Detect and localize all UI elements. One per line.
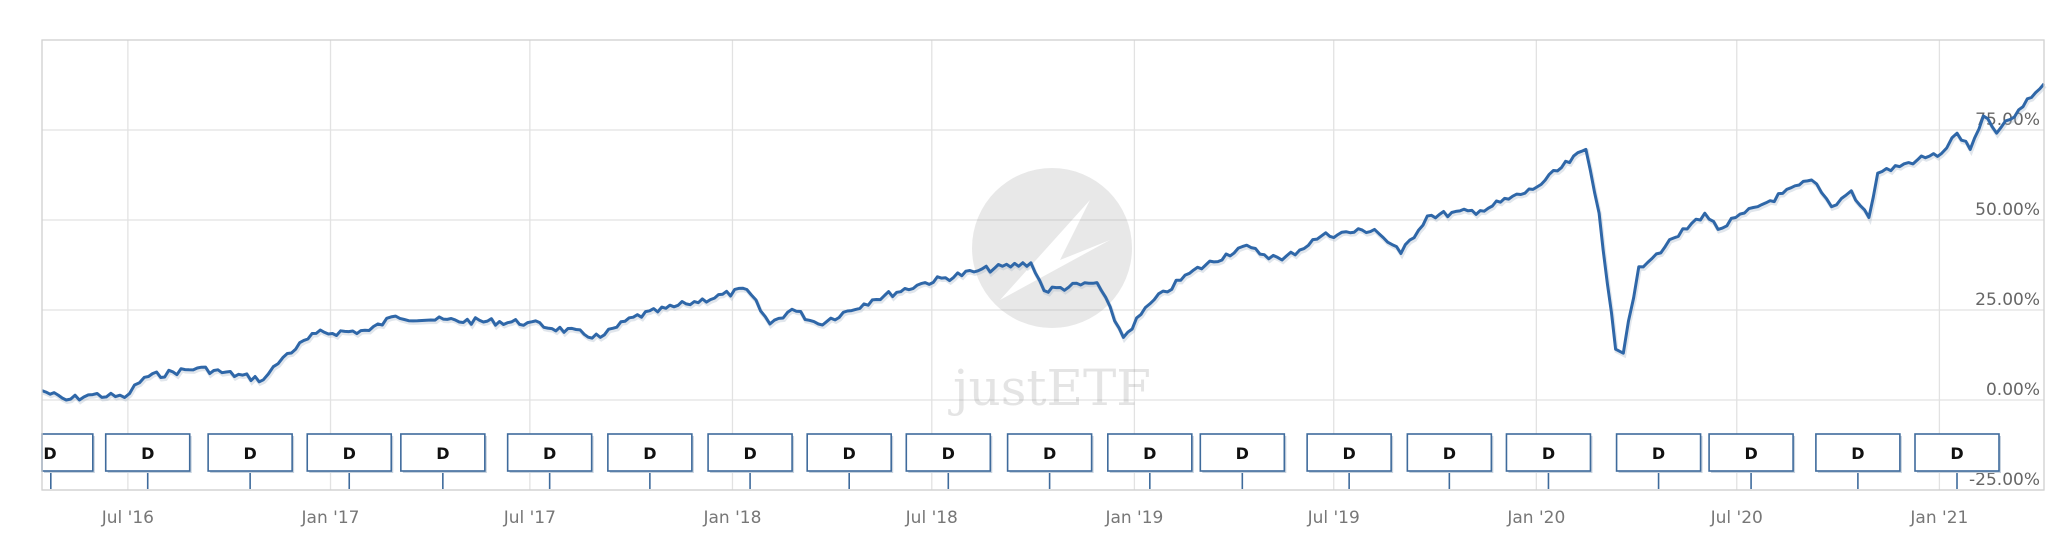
y-tick-label: 0.00% [1986, 380, 2040, 400]
flag-label: D [343, 444, 356, 463]
flag-box [41, 433, 94, 472]
flag-label: D [1143, 444, 1156, 463]
dividend-flag[interactable]: D [41, 433, 95, 489]
y-tick-label: 50.00% [1975, 200, 2040, 220]
dividend-flag[interactable]: D [1199, 433, 1287, 489]
flag-box [607, 433, 693, 472]
flag-label: D [843, 444, 856, 463]
justetf-watermark: justETF [948, 168, 1151, 417]
flag-label: D [643, 444, 656, 463]
plot-border [41, 39, 2045, 491]
flag-box [1306, 433, 1392, 472]
flag-label: D [1043, 444, 1056, 463]
dividend-flag[interactable]: D [1306, 433, 1394, 489]
flag-box [1006, 433, 1093, 472]
flag-box [1107, 433, 1193, 472]
flag-label: D [1542, 444, 1555, 463]
dividend-flag[interactable]: D [905, 433, 993, 489]
x-tick-label: Jul '20 [1710, 508, 1763, 528]
x-tick-label: Jan '18 [702, 508, 761, 528]
x-tick-label: Jan '20 [1506, 508, 1565, 528]
flag-box [707, 433, 793, 472]
flag-box [1914, 433, 2000, 472]
flag-label: D [141, 444, 154, 463]
dividend-flag[interactable]: D [306, 433, 394, 489]
series-line [41, 82, 2046, 402]
dividend-flag[interactable]: D [1006, 433, 1094, 489]
flag-label: D [942, 444, 955, 463]
flag-label: D [1744, 444, 1757, 463]
x-tick-label: Jul '17 [503, 508, 556, 528]
flag-box [400, 433, 486, 472]
flag-box [1505, 433, 1592, 472]
dividend-flag[interactable]: D [1107, 433, 1194, 489]
x-tick-label: Jan '21 [1909, 508, 1968, 528]
flag-box [905, 433, 992, 472]
flag-box [1199, 433, 1286, 472]
dividend-flag[interactable]: D [707, 433, 795, 489]
y-tick-label: 25.00% [1975, 290, 2040, 310]
x-tick-label: Jan '19 [1104, 508, 1163, 528]
grid [42, 40, 2044, 491]
dividend-flag[interactable]: D [1708, 433, 1796, 489]
dividend-flag[interactable]: D [806, 433, 894, 489]
flag-label: D [543, 444, 556, 463]
flag-label: D [1342, 444, 1355, 463]
flag-box [1615, 433, 1702, 472]
flag-box [806, 433, 892, 472]
flag-box [1815, 433, 1901, 472]
flag-label: D [1236, 444, 1249, 463]
watermark-text: justETF [948, 359, 1151, 417]
flag-label: D [743, 444, 756, 463]
flag-box [207, 433, 293, 472]
dividend-flag[interactable]: D [400, 433, 487, 489]
flag-box [1406, 433, 1493, 472]
series-line-shadow [42, 84, 2047, 405]
dividend-flag[interactable]: D [1406, 433, 1494, 489]
x-tick-label: Jan '17 [301, 508, 360, 528]
flag-box [1708, 433, 1794, 472]
flag-label: D [1443, 444, 1456, 463]
x-axis: Jul '16 Jan '17 Jul '17 Jan '18 Jul '18 Jan '… [101, 508, 1969, 528]
dividend-flag[interactable]: D [1914, 433, 2002, 489]
flag-box [104, 433, 191, 472]
dividend-flag[interactable]: D [506, 433, 594, 489]
dividend-flag[interactable]: D [1505, 433, 1593, 489]
series-line-layer [41, 82, 2047, 405]
flag-label: D [43, 444, 56, 463]
dividend-flag[interactable]: D [207, 433, 295, 489]
watermark-logo-circle [972, 168, 1132, 328]
flag-label: D [1950, 444, 1963, 463]
x-tick-label: Jul '18 [905, 508, 958, 528]
watermark-logo-mark [1000, 200, 1110, 300]
flag-box [306, 433, 393, 472]
flag-label: D [1652, 444, 1665, 463]
dividend-flag[interactable]: D [1615, 433, 1703, 489]
flag-label: D [436, 444, 449, 463]
x-tick-label: Jul '16 [101, 508, 154, 528]
y-tick-label: -25.00% [1969, 470, 2040, 490]
flag-label: D [243, 444, 256, 463]
dividend-flag[interactable]: D [607, 433, 694, 489]
flag-box [506, 433, 593, 472]
dividend-flag[interactable]: D [104, 433, 192, 489]
dividend-flag[interactable]: D [1815, 433, 1902, 489]
flag-label: D [1851, 444, 1864, 463]
y-axis: -25.00%0.00%25.00%50.00%75.00% [1969, 110, 2040, 490]
x-tick-label: Jul '19 [1307, 508, 1360, 528]
